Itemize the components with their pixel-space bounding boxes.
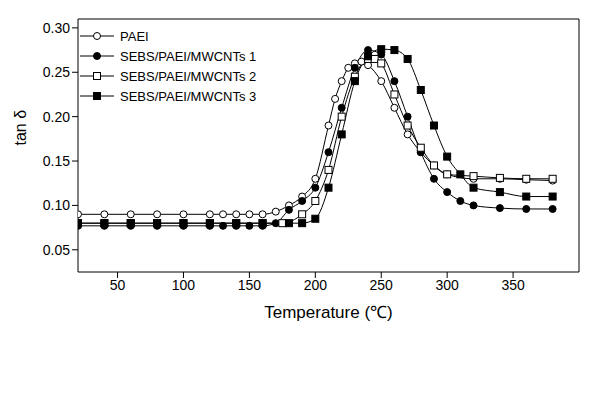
- svg-text:tan δ: tan δ: [12, 110, 29, 146]
- svg-text:0.30: 0.30: [43, 20, 70, 36]
- svg-text:250: 250: [370, 277, 394, 293]
- html-text:SEBS/PAEI/MWCNTs 1: SEBS/PAEI/MWCNTs 1: [120, 48, 257, 64]
- html-text:SEBS/PAEI/MWCNTs 2: SEBS/PAEI/MWCNTs 2: [120, 68, 257, 84]
- svg-text:200: 200: [304, 277, 328, 293]
- svg-text:0.25: 0.25: [43, 64, 70, 80]
- svg-text:300: 300: [435, 277, 459, 293]
- svg-text:0.20: 0.20: [43, 109, 70, 125]
- svg-text:100: 100: [172, 277, 196, 293]
- svg-text:0.15: 0.15: [43, 153, 70, 169]
- svg-text:0.05: 0.05: [43, 242, 70, 258]
- html-text:PAEI: PAEI: [120, 28, 149, 44]
- svg-text:Temperature (℃): Temperature (℃): [264, 303, 392, 322]
- svg-text:50: 50: [110, 277, 126, 293]
- svg-text:350: 350: [501, 277, 525, 293]
- svg-text:0.10: 0.10: [43, 197, 70, 213]
- html-text:SEBS/PAEI/MWCNTs 3: SEBS/PAEI/MWCNTs 3: [120, 88, 257, 104]
- svg-text:150: 150: [238, 277, 262, 293]
